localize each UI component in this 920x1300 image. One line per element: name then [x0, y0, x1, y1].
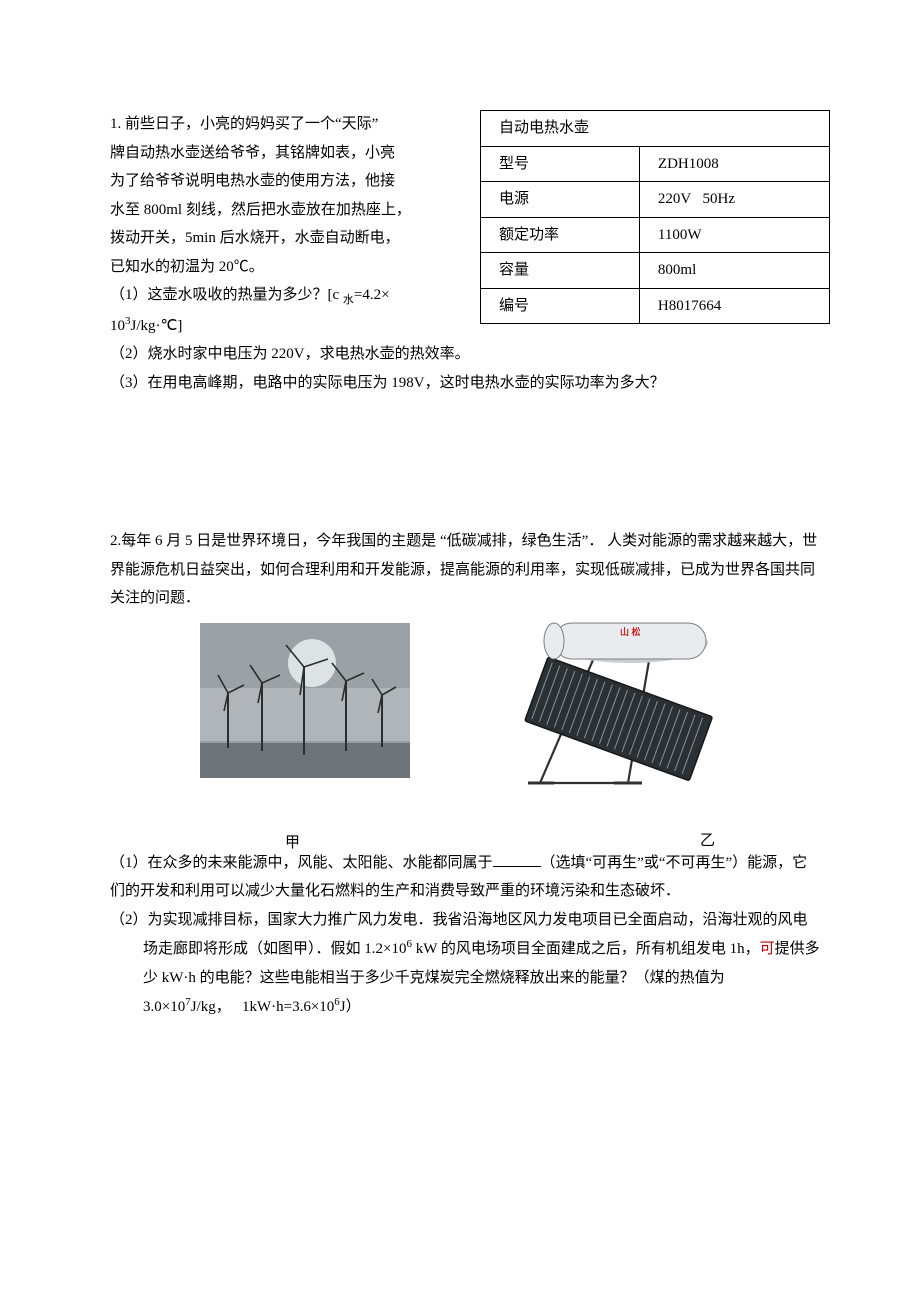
spec-table: 自动电热水壶 型号ZDH1008 电源220V 50Hz 额定功率1100W 容… [480, 110, 830, 324]
q2p2-hl: 可 [760, 941, 775, 957]
spec-key: 容量 [481, 253, 640, 289]
q1-line: 牌自动热水壶送给爷爷，其铭牌如表，小亮 [110, 139, 460, 168]
solar-heater-figure: 山 松 [510, 613, 745, 793]
spec-title: 自动电热水壶 [481, 111, 830, 147]
q1-sub1-line1: （1）这壶水吸收的热量为多少？[c 水=4.2× [110, 281, 460, 311]
q1p1-base: 10 [110, 318, 125, 334]
table-row: 容量800ml [481, 253, 830, 289]
q1-line: 1. 前些日子，小亮的妈妈买了一个“天际” [110, 110, 460, 139]
q2p2-b: kW 的风电场项目全面建成之后，所有机组发电 1h， [412, 941, 760, 957]
q1-block: 自动电热水壶 型号ZDH1008 电源220V 50Hz 额定功率1100W 容… [110, 110, 820, 397]
q1p1-a: （1）这壶水吸收的热量为多少？[c [110, 287, 343, 303]
q1-intro: 1. 前些日子，小亮的妈妈买了一个“天际” 牌自动热水壶送给爷爷，其铭牌如表，小… [110, 110, 460, 311]
figures: 山 松 甲 乙 [110, 619, 820, 849]
q1-sub2: （2）烧水时家中电压为 220V，求电热水壶的热效率。 [110, 340, 820, 369]
table-row: 额定功率1100W [481, 217, 830, 253]
q2p2-d: J/kg， 1kW·h=3.6×10 [191, 999, 335, 1015]
spec-val: 800ml [639, 253, 829, 289]
q2-sub2: （2）为实现减排目标，国家大力推广风力发电．我省沿海地区风力发电项目已全面启动，… [110, 906, 820, 1022]
q1-line: 拨动开关，5min 后水烧开，水壶自动断电， [110, 224, 460, 253]
spec-key: 编号 [481, 288, 640, 324]
caption-a: 甲 [285, 829, 300, 858]
q2-block: 2.每年 6 月 5 日是世界环境日，今年我国的主题是 “低碳减排，绿色生活”．… [110, 527, 820, 1022]
spec-key: 型号 [481, 146, 640, 182]
q1-sub3: （3）在用电高峰期，电路中的实际电压为 198V，这时电热水壶的实际功率为多大？ [110, 369, 820, 398]
spec-key: 额定功率 [481, 217, 640, 253]
q2-intro: 2.每年 6 月 5 日是世界环境日，今年我国的主题是 “低碳减排，绿色生活”．… [110, 527, 820, 613]
fill-blank[interactable] [493, 851, 541, 867]
spec-val: 1100W [639, 217, 829, 253]
spec-val: ZDH1008 [639, 146, 829, 182]
table-row: 电源220V 50Hz [481, 182, 830, 218]
q2p1-a: （1）在众多的未来能源中，风能、太阳能、水能都同属于 [110, 855, 493, 871]
caption-b: 乙 [700, 827, 715, 856]
table-row: 型号ZDH1008 [481, 146, 830, 182]
svg-text:山 松: 山 松 [620, 626, 641, 637]
spec-val: 220V 50Hz [639, 182, 829, 218]
q1p1-b: =4.2× [354, 287, 390, 303]
q1-line: 已知水的初温为 20℃。 [110, 253, 460, 282]
q2p2-e: J） [340, 999, 361, 1015]
q1-line: 水至 800ml 刻线，然后把水壶放在加热座上， [110, 196, 460, 225]
windfarm-figure [200, 623, 410, 778]
q2-sub1: （1）在众多的未来能源中，风能、太阳能、水能都同属于（选填“可再生”或“不可再生… [110, 849, 820, 906]
table-row: 编号H8017664 [481, 288, 830, 324]
spec-key: 电源 [481, 182, 640, 218]
spec-val: H8017664 [639, 288, 829, 324]
q1p1-c: J/kg·℃] [131, 318, 183, 334]
q1-line: 为了给爷爷说明电热水壶的使用方法，他接 [110, 167, 460, 196]
q1p1-sub: 水 [343, 294, 354, 306]
